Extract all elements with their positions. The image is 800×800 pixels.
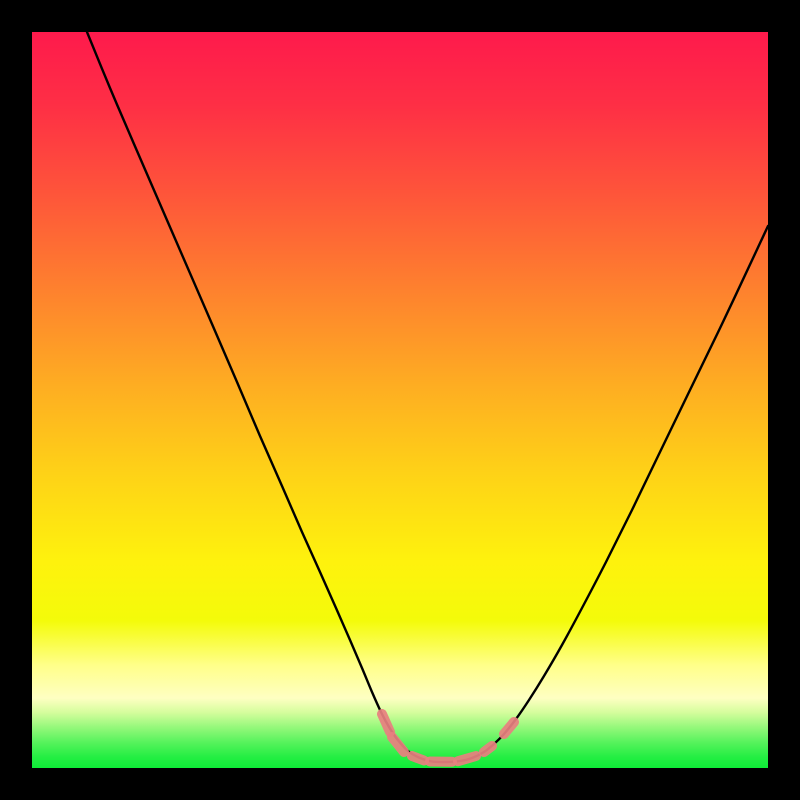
frame-border [0,0,32,800]
bottom-highlight-segment [392,737,404,752]
bottom-highlight-segment [412,756,424,761]
frame-border [768,0,800,800]
curve-path [87,32,768,762]
frame-border [0,0,800,32]
bottom-highlight-segment [382,714,390,732]
bottom-highlight-segment [484,746,492,752]
bottom-highlight-segment [458,756,476,761]
chart-plot-area [32,32,768,768]
bottleneck-curve [32,32,768,768]
bottom-highlight-segment [504,722,514,734]
frame-border [0,768,800,800]
